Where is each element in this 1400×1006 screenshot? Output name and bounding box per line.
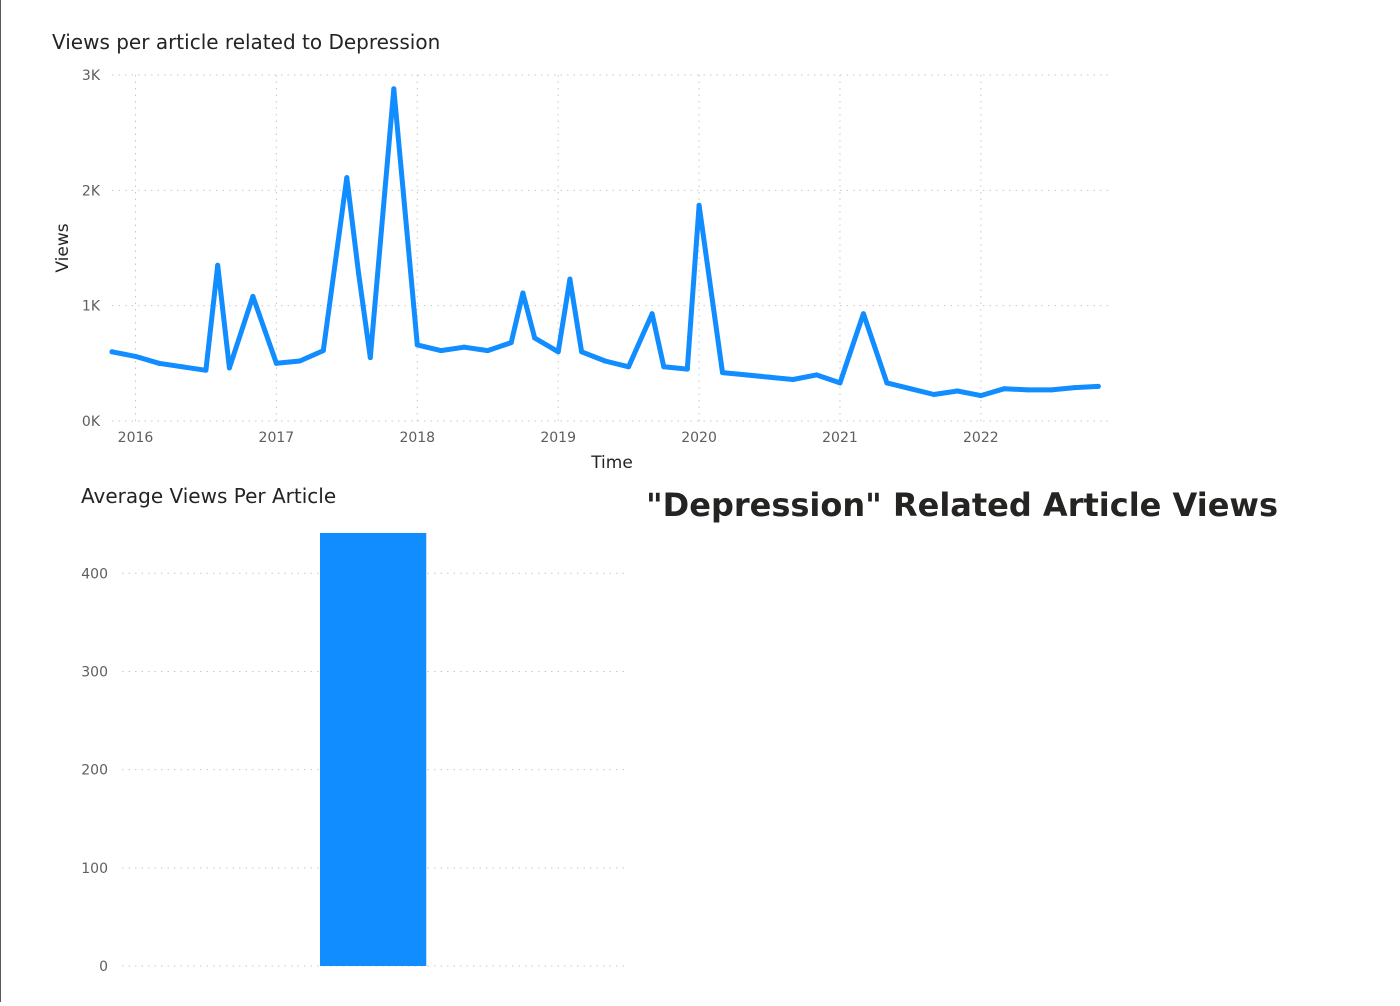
line-chart-title: Views per article related to Depression (52, 30, 441, 54)
views-data-point (320, 348, 326, 354)
views-data-point (579, 349, 585, 355)
views-data-point (520, 290, 526, 296)
views-data-point (696, 202, 702, 208)
views-data-point (555, 349, 561, 355)
views-data-point (860, 311, 866, 317)
views-data-point (884, 380, 890, 386)
views-data-point (532, 335, 538, 341)
page-title: "Depression" Related Article Views (646, 486, 1278, 524)
line-y-tick-label: 3K (82, 68, 101, 84)
views-data-point (661, 364, 667, 370)
views-data-point (203, 367, 209, 373)
views-data-point (931, 391, 937, 397)
bar-y-tick-label: 200 (81, 763, 108, 779)
views-data-point (1095, 383, 1101, 389)
views-data-point (743, 372, 749, 378)
views-data-point (767, 374, 773, 380)
page-left-border (0, 0, 1, 1002)
bar-y-tick-label: 100 (81, 861, 108, 877)
views-data-point (1048, 387, 1054, 393)
views-data-point (720, 370, 726, 376)
views-data-point (250, 293, 256, 299)
views-data-point (649, 311, 655, 317)
views-data-point (461, 344, 467, 350)
line-y-axis-title: Views (53, 223, 73, 272)
bar-y-tick-label: 0 (99, 959, 108, 975)
views-data-point (132, 353, 138, 359)
views-data-point (1001, 386, 1007, 392)
views-data-point (790, 376, 796, 382)
views-data-point (215, 262, 221, 268)
views-data-point (567, 276, 573, 282)
line-x-tick-label: 2021 (822, 430, 858, 446)
views-data-point (1072, 385, 1078, 391)
bar-chart-svg: 0 100 200 300 400 (81, 533, 628, 975)
bar-chart-visual[interactable]: Average Views Per Article 0 100 200 300 400 (0, 480, 640, 1002)
line-x-tick-label: 2018 (399, 430, 435, 446)
views-data-point (837, 380, 843, 386)
line-y-tick-label: 1K (82, 299, 101, 315)
line-x-tick-label: 2019 (540, 430, 576, 446)
views-data-point (602, 358, 608, 364)
line-y-tick-label: 0K (82, 414, 101, 430)
views-data-point (344, 175, 350, 181)
views-data-point (485, 348, 491, 354)
views-data-point (297, 358, 303, 364)
bar-chart-title: Average Views Per Article (81, 484, 337, 508)
line-x-tick-label: 2022 (963, 430, 999, 446)
views-data-point (226, 365, 232, 371)
line-x-tick-label: 2016 (118, 430, 154, 446)
views-data-point (907, 386, 913, 392)
views-data-point (391, 86, 397, 92)
views-data-point (414, 342, 420, 348)
line-chart-visual[interactable]: Views per article related to Depression … (0, 0, 1130, 480)
line-x-tick-label: 2020 (681, 430, 717, 446)
views-data-point (367, 355, 373, 361)
views-data-point (626, 364, 632, 370)
bar-y-tick-label: 300 (81, 664, 108, 680)
average-views-bar (320, 533, 427, 966)
views-data-point (273, 360, 279, 366)
line-y-tick-label: 2K (82, 183, 101, 199)
views-data-point (356, 270, 362, 276)
views-data-point (508, 340, 514, 346)
line-x-tick-label: 2017 (259, 430, 295, 446)
views-data-point (684, 366, 690, 372)
views-series-line (109, 86, 1101, 399)
views-data-point (179, 364, 185, 370)
views-data-point (438, 348, 444, 354)
bar-y-tick-label: 400 (81, 566, 108, 582)
line-chart-svg: 0K 1K 2K 3K 2016 2017 2018 2019 2020 2021 2022 Ti… (53, 68, 1110, 473)
views-data-point (109, 349, 115, 355)
line-x-axis-title: Time (590, 453, 633, 473)
views-data-point (813, 372, 819, 378)
views-data-point (156, 360, 162, 366)
views-data-point (1025, 387, 1031, 393)
views-data-point (954, 388, 960, 394)
views-data-point (978, 393, 984, 399)
